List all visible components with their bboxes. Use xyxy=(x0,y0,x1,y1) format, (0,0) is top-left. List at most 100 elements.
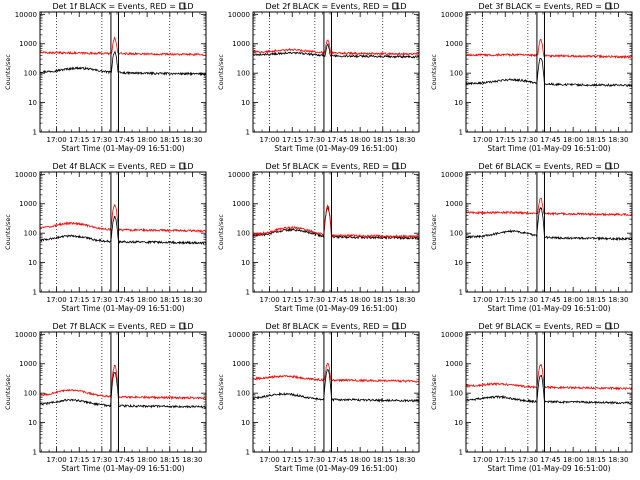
y-tick-label: 10000 xyxy=(228,171,250,179)
x-tick-label: 17:15 xyxy=(282,296,302,304)
y-axis-label: Counts/sec xyxy=(217,54,225,90)
x-tick-label: 17:15 xyxy=(69,296,89,304)
x-tick-label: 18:15 xyxy=(373,456,393,464)
y-tick-label: 100 xyxy=(24,390,37,398)
chart-title: Det 6f BLACK = Events, RED = LLD xyxy=(478,162,619,171)
y-tick-label: 100 xyxy=(450,390,463,398)
plot-frame xyxy=(39,171,207,293)
x-tick-label: 17:15 xyxy=(282,456,302,464)
x-tick-label: 17:30 xyxy=(305,136,325,144)
y-tick-label: 10000 xyxy=(15,11,37,19)
y-tick-label: 10 xyxy=(454,99,463,107)
chart-title: Det 9f BLACK = Events, RED = LLD xyxy=(478,322,619,331)
chart-panel-3: Det 3f BLACK = Events, RED = LLD 1 10 100 10… xyxy=(430,2,633,153)
legend-box-icon xyxy=(179,322,186,330)
chart-title: Det 4f BLACK = Events, RED = LLD xyxy=(52,162,193,171)
y-axis-label: Counts/sec xyxy=(430,374,438,410)
y-tick-label: 10 xyxy=(241,419,250,427)
y-axis-label: Counts/sec xyxy=(217,214,225,250)
x-tick-label: 18:30 xyxy=(608,136,628,144)
x-axis-label: Start Time (01-May-09 16:51:00) xyxy=(487,304,610,313)
y-axis-label: Counts/sec xyxy=(217,374,225,410)
x-tick-label: 18:00 xyxy=(563,136,583,144)
legend-box-icon xyxy=(392,2,399,10)
x-tick-label: 17:15 xyxy=(495,296,515,304)
x-tick-label: 18:30 xyxy=(608,296,628,304)
x-tick-label: 17:00 xyxy=(473,136,493,144)
x-tick-label: 17:00 xyxy=(260,296,280,304)
y-tick-label: 1 xyxy=(459,449,463,457)
y-axis-label: Counts/sec xyxy=(4,374,12,410)
x-axis-label: Start Time (01-May-09 16:51:00) xyxy=(61,144,184,153)
series-line-events xyxy=(39,371,207,410)
chart-panel-1: Det 1f BLACK = Events, RED = LLD 1 10 100 10… xyxy=(4,2,207,153)
x-tick-label: 17:15 xyxy=(69,456,89,464)
x-tick-label: 17:45 xyxy=(114,296,134,304)
y-tick-label: 10000 xyxy=(228,331,250,339)
y-tick-label: 10000 xyxy=(441,331,463,339)
y-tick-label: 100 xyxy=(237,390,250,398)
chart-title: Det 8f BLACK = Events, RED = LLD xyxy=(265,322,406,331)
series-line-events xyxy=(39,216,207,245)
plot-frame xyxy=(39,11,207,133)
x-tick-label: 17:45 xyxy=(327,136,347,144)
y-tick-label: 1 xyxy=(33,129,37,137)
x-axis-label: Start Time (01-May-09 16:51:00) xyxy=(487,464,610,473)
x-axis-label: Start Time (01-May-09 16:51:00) xyxy=(61,304,184,313)
x-tick-label: 18:30 xyxy=(395,456,415,464)
legend-box-icon xyxy=(179,162,186,170)
x-tick-label: 18:00 xyxy=(350,456,370,464)
x-tick-label: 17:15 xyxy=(495,136,515,144)
x-tick-label: 17:00 xyxy=(473,296,493,304)
series-line-events xyxy=(465,57,633,88)
x-tick-label: 17:30 xyxy=(92,136,112,144)
legend-box-icon xyxy=(605,2,612,10)
series-line-lld xyxy=(252,39,420,57)
series-line-events xyxy=(252,369,420,403)
x-tick-label: 17:00 xyxy=(473,456,493,464)
series-line-lld xyxy=(465,197,633,217)
x-tick-label: 18:15 xyxy=(373,296,393,304)
chart-panel-4: Det 4f BLACK = Events, RED = LLD 1 10 100 10… xyxy=(4,162,207,313)
plot-frame xyxy=(465,331,633,453)
x-axis-label: Start Time (01-May-09 16:51:00) xyxy=(274,304,397,313)
x-tick-label: 18:30 xyxy=(395,296,415,304)
y-axis-label: Counts/sec xyxy=(4,214,12,250)
x-axis-label: Start Time (01-May-09 16:51:00) xyxy=(274,144,397,153)
x-tick-label: 18:00 xyxy=(350,296,370,304)
x-tick-label: 17:00 xyxy=(47,296,67,304)
x-tick-label: 18:30 xyxy=(395,136,415,144)
y-tick-label: 1000 xyxy=(445,40,463,48)
x-tick-label: 18:15 xyxy=(160,136,180,144)
x-tick-label: 18:00 xyxy=(563,296,583,304)
chart-title: Det 7f BLACK = Events, RED = LLD xyxy=(52,322,193,331)
y-axis-label: Counts/sec xyxy=(4,54,12,90)
x-tick-label: 17:45 xyxy=(327,456,347,464)
legend-box-icon xyxy=(605,162,612,170)
y-tick-label: 1 xyxy=(459,129,463,137)
plot-frame xyxy=(252,331,420,453)
x-tick-label: 17:00 xyxy=(260,136,280,144)
x-tick-label: 18:15 xyxy=(160,456,180,464)
series-line-events xyxy=(39,50,207,77)
chart-title: Det 5f BLACK = Events, RED = LLD xyxy=(265,162,406,171)
y-tick-label: 1 xyxy=(33,449,37,457)
x-axis-label: Start Time (01-May-09 16:51:00) xyxy=(61,464,184,473)
x-tick-label: 18:30 xyxy=(182,296,202,304)
x-tick-label: 18:30 xyxy=(608,456,628,464)
x-tick-label: 17:00 xyxy=(47,136,67,144)
y-tick-label: 100 xyxy=(24,230,37,238)
chart-panel-8: Det 8f BLACK = Events, RED = LLD 1 10 100 10… xyxy=(217,322,420,473)
y-tick-label: 10000 xyxy=(441,11,463,19)
x-tick-label: 17:30 xyxy=(305,456,325,464)
legend-box-icon xyxy=(179,2,186,10)
series-line-lld xyxy=(39,364,206,401)
x-tick-label: 17:15 xyxy=(495,456,515,464)
plot-frame xyxy=(39,331,207,453)
chart-panel-6: Det 6f BLACK = Events, RED = LLD 1 10 100 10… xyxy=(430,162,633,313)
series-line-events xyxy=(252,205,420,241)
chart-title: Det 2f BLACK = Events, RED = LLD xyxy=(265,2,406,11)
plot-frame xyxy=(465,171,633,293)
y-tick-label: 100 xyxy=(237,230,250,238)
x-tick-label: 18:15 xyxy=(586,296,606,304)
